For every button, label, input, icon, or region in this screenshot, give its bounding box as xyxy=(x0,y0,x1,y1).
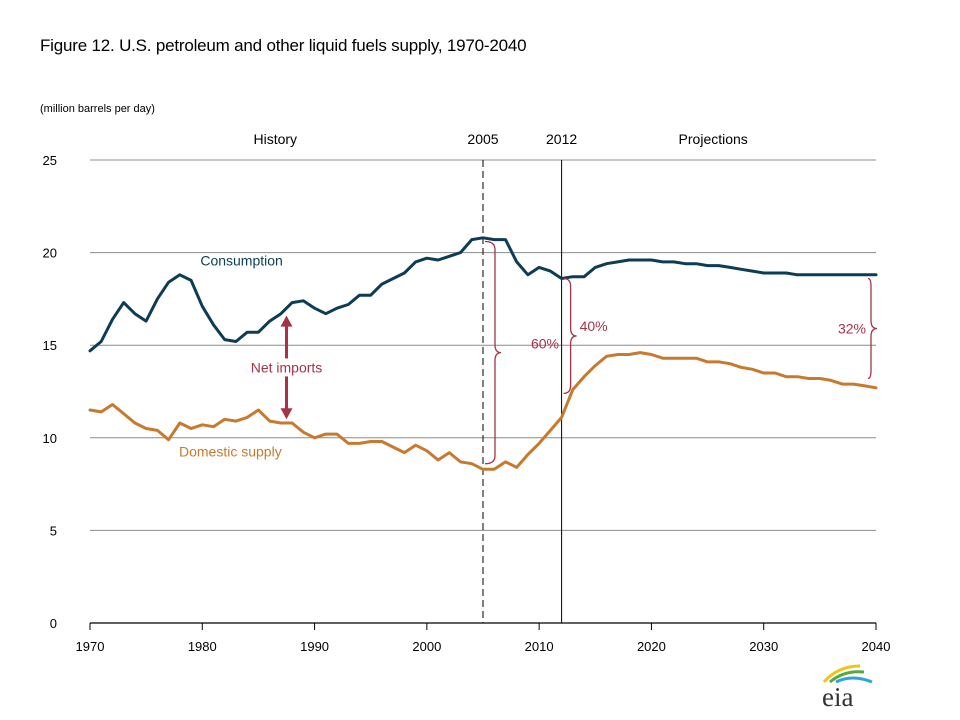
period-marker-label: 2012 xyxy=(546,131,577,147)
x-tick-label: 2040 xyxy=(862,639,891,654)
x-tick-label: 2010 xyxy=(525,639,554,654)
x-tick-label: 2030 xyxy=(749,639,778,654)
logo-swoosh-green xyxy=(829,670,865,684)
y-tick-label: 25 xyxy=(43,153,57,168)
share-label-32pct: 32% xyxy=(838,321,866,337)
period-label-projections: Projections xyxy=(679,131,748,147)
logo-text: eia xyxy=(822,682,853,710)
y-tick-label: 0 xyxy=(50,616,57,631)
eia-logo: eia xyxy=(822,664,873,710)
annotations xyxy=(242,240,878,465)
brace-32pct xyxy=(867,277,878,380)
x-tick-label: 1970 xyxy=(76,639,105,654)
share-label-60pct: 60% xyxy=(531,336,559,352)
x-tick-label: 1980 xyxy=(188,639,217,654)
arrow-down-icon xyxy=(280,408,293,420)
period-label-history: History xyxy=(253,131,297,147)
x-tick-label: 2000 xyxy=(412,639,441,654)
net-imports-label: Net imports xyxy=(251,359,323,375)
axes xyxy=(89,622,877,630)
series-line-consumption xyxy=(88,236,878,353)
y-tick-label: 20 xyxy=(43,246,57,261)
series-lines xyxy=(88,236,878,471)
y-tick-label: 5 xyxy=(50,523,57,538)
brace-60pct xyxy=(484,240,502,465)
y-tick-label: 15 xyxy=(43,338,57,353)
series-label: Domestic supply xyxy=(179,443,282,459)
labels: 0 5 10 15 20 25 1970 1980 1990 2000 2010 2020 2030 20… xyxy=(43,131,891,654)
series-label: Consumption xyxy=(200,253,283,269)
chart-title: Figure 12. U.S. petroleum and other liqu… xyxy=(40,36,527,55)
label-background xyxy=(242,358,331,377)
share-label-40pct: 40% xyxy=(580,318,608,334)
brace-40pct xyxy=(563,277,577,395)
logo-swoosh-yellow xyxy=(822,664,861,684)
series-line-domestic-supply xyxy=(88,351,878,471)
arrow-up-icon xyxy=(280,315,293,327)
x-tick-label: 1990 xyxy=(300,639,329,654)
y-tick-label: 10 xyxy=(43,431,57,446)
period-marker-label: 2005 xyxy=(467,131,498,147)
x-tick-label: 2020 xyxy=(637,639,666,654)
y-axis-units: (million barrels per day) xyxy=(40,103,155,115)
logo-swoosh-blue xyxy=(835,676,873,684)
